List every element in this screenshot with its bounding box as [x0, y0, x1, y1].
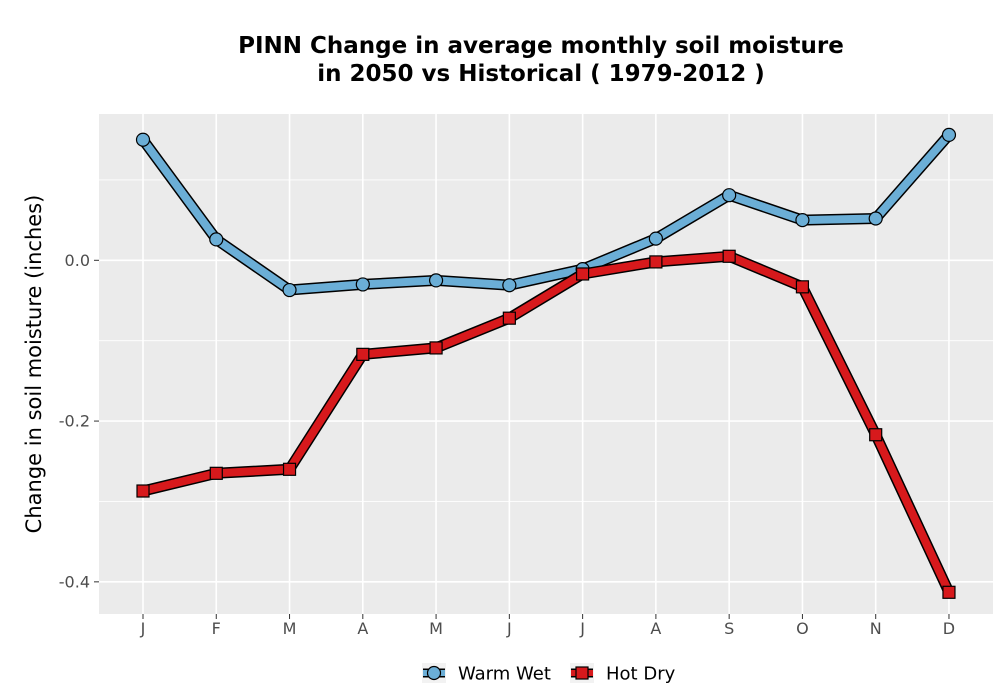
x-tick-label: A: [357, 619, 368, 638]
y-axis-title: Change in soil moisture (inches): [22, 195, 46, 534]
series-line: [139, 252, 953, 597]
series-square: [136, 249, 956, 599]
legend-marker-circle: [426, 665, 442, 681]
chart-title: PINN Change in average monthly soil mois…: [238, 33, 844, 87]
data-point-square: [722, 249, 736, 263]
y-axis: 0.0 -0.2 -0.4: [59, 251, 99, 591]
data-point-square: [649, 255, 663, 269]
y-tick-label: -0.4: [59, 572, 90, 591]
series-line: [139, 130, 953, 294]
legend-marker-square: [575, 666, 589, 680]
series-circle: [135, 127, 957, 298]
data-point-circle: [722, 188, 737, 203]
legend-item: Hot Dry: [570, 663, 676, 685]
x-tick-label: A: [650, 619, 661, 638]
chart-title-line: PINN Change in average monthly soil mois…: [238, 33, 844, 59]
data-point-square: [136, 484, 150, 498]
x-tick-label: J: [579, 619, 585, 638]
legend-label: Hot Dry: [606, 664, 676, 685]
plot-panel: [99, 114, 993, 614]
legend: Warm Wet Hot Dry: [422, 663, 676, 685]
x-tick-label: F: [212, 619, 221, 638]
data-point-circle: [135, 132, 151, 147]
data-point-circle: [795, 213, 810, 228]
data-point-square: [942, 585, 956, 599]
data-point-square: [282, 462, 297, 476]
data-point-square: [429, 341, 443, 355]
data-point-circle: [868, 211, 883, 226]
series-layer: [135, 127, 957, 599]
gridlines: [99, 114, 993, 614]
x-tick-label: J: [140, 619, 146, 638]
data-point-circle: [355, 277, 370, 292]
x-tick-label: J: [506, 619, 512, 638]
data-point-square: [576, 267, 590, 281]
data-point-circle: [282, 282, 297, 298]
data-point-circle: [209, 232, 224, 247]
x-tick-label: N: [870, 619, 882, 638]
data-point-circle: [502, 278, 517, 293]
data-point-circle: [428, 273, 444, 288]
data-point-circle: [648, 231, 663, 246]
data-point-circle: [941, 127, 957, 143]
data-point-square: [502, 311, 516, 325]
data-point-square: [209, 466, 223, 480]
x-tick-label: M: [283, 619, 297, 638]
legend-item: Warm Wet: [422, 663, 551, 685]
x-tick-label: S: [724, 619, 734, 638]
data-point-square: [869, 428, 883, 442]
x-tick-label: M: [429, 619, 443, 638]
y-tick-label: 0.0: [65, 251, 90, 270]
data-point-square: [356, 347, 370, 361]
data-point-square: [795, 280, 810, 294]
x-tick-label: O: [796, 619, 809, 638]
y-tick-label: -0.2: [59, 412, 90, 431]
x-tick-label: D: [943, 619, 955, 638]
chart-title-line: in 2050 vs Historical ( 1979-2012 ): [317, 61, 764, 87]
legend-label: Warm Wet: [458, 664, 551, 685]
